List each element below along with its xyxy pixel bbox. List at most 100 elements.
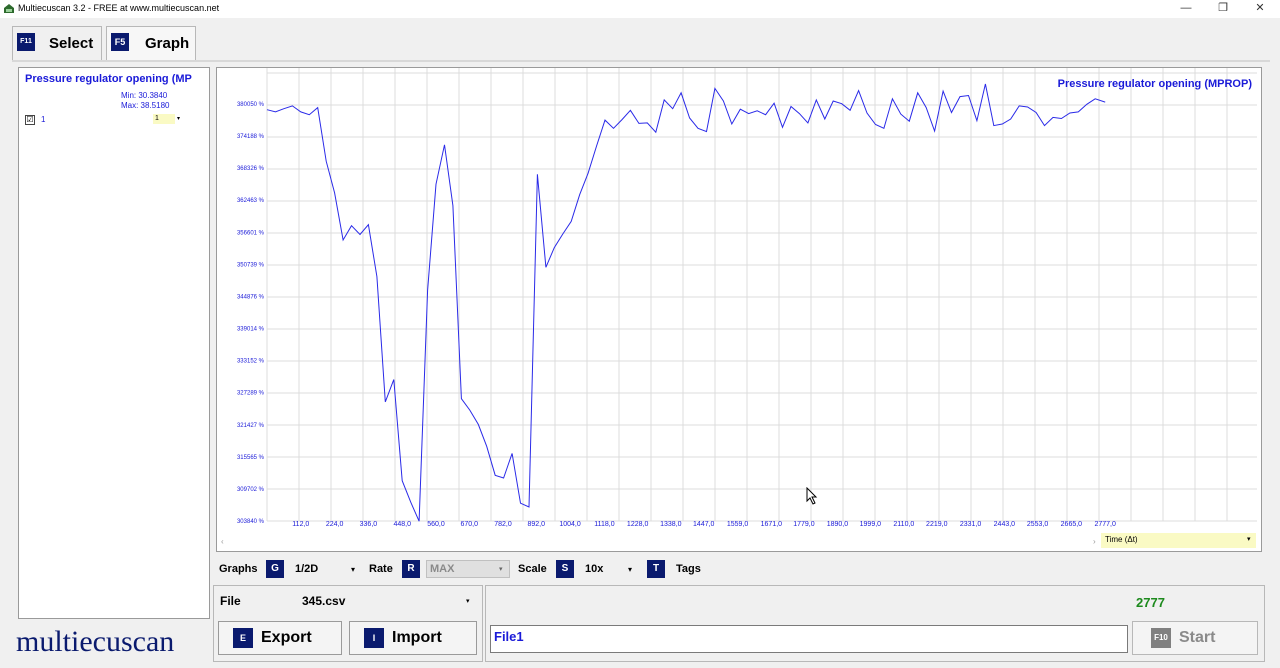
- tab-select[interactable]: F11 Select: [12, 26, 102, 61]
- chevron-down-icon: ▾: [499, 566, 503, 573]
- start-button[interactable]: F10 Start: [1132, 621, 1258, 655]
- x-axis-label: Time (Δt): [1105, 535, 1138, 544]
- chevron-down-icon: ▾: [177, 116, 181, 122]
- y-tick-label: 356601 %: [237, 230, 265, 236]
- tags-label[interactable]: Tags: [676, 563, 701, 575]
- parameter-checkbox[interactable]: ☑: [25, 115, 35, 125]
- file-panel: File 345.csv ▾ E Export I Import: [213, 585, 483, 662]
- x-tick-label: 448,0: [393, 521, 411, 528]
- series-line: [266, 83, 1106, 522]
- sample-count: 2777: [1136, 595, 1165, 610]
- tab-graph-label: Graph: [145, 35, 190, 52]
- x-tick-label: 2665,0: [1061, 521, 1083, 528]
- y-tick-label: 327289 %: [237, 391, 265, 397]
- x-tick-label: 1559,0: [727, 521, 749, 528]
- window-title: Multiecuscan 3.2 - FREE at www.multiecus…: [18, 3, 220, 13]
- line-chart: 380050 % 374188 % 368326 % 362463 % 356601 %…: [237, 68, 1257, 528]
- y-tick-label: 362463 %: [237, 198, 265, 204]
- x-tick-label: 560,0: [427, 521, 445, 528]
- y-tick-label: 380050 %: [237, 102, 265, 108]
- x-tick-label: 782,0: [494, 521, 512, 528]
- graphs-value[interactable]: 1/2D: [295, 563, 319, 575]
- graphs-key[interactable]: G: [266, 560, 284, 578]
- import-button[interactable]: I Import: [349, 621, 477, 655]
- x-tick-label: 2553,0: [1027, 521, 1049, 528]
- rate-select[interactable]: MAX ▾: [426, 560, 510, 578]
- scale-key[interactable]: S: [556, 560, 574, 578]
- y-tick-label: 344876 %: [237, 294, 265, 300]
- export-key: E: [233, 628, 253, 648]
- chevron-down-icon[interactable]: ▾: [351, 565, 356, 574]
- tab-select-key: F11: [17, 33, 35, 51]
- x-tick-label: 2219,0: [926, 521, 948, 528]
- x-tick-label: 2443,0: [994, 521, 1016, 528]
- x-axis-ticks: 112,0 224,0 336,0 448,0 560,0 670,0 782,0 892,0…: [292, 521, 1116, 528]
- start-label: Start: [1179, 629, 1216, 646]
- rate-key[interactable]: R: [402, 560, 420, 578]
- mouse-cursor-icon: [806, 487, 818, 505]
- y-tick-label: 350739 %: [237, 262, 265, 268]
- tab-content-border: [12, 60, 1270, 62]
- parameter-max: Max: 38.5180: [121, 101, 170, 110]
- x-tick-label: 2331,0: [960, 521, 982, 528]
- x-tick-label: 1118,0: [594, 521, 614, 528]
- multiecuscan-logo: multiecuscan: [16, 625, 175, 658]
- parameter-list-panel: Pressure regulator opening (MP Min: 30.3…: [18, 67, 210, 619]
- import-key: I: [364, 628, 384, 648]
- scroll-left-icon[interactable]: ‹: [221, 537, 224, 546]
- y-tick-label: 321427 %: [237, 423, 265, 429]
- export-button[interactable]: E Export: [218, 621, 342, 655]
- graph-panel: 380050 % 374188 % 368326 % 362463 % 356601 %…: [216, 67, 1262, 552]
- scale-label: Scale: [518, 563, 547, 575]
- chart-title: Pressure regulator opening (MPROP): [1058, 78, 1253, 90]
- x-tick-label: 892,0: [527, 521, 545, 528]
- import-label: Import: [392, 629, 442, 646]
- file-name-select[interactable]: 345.csv: [302, 594, 346, 608]
- rate-value: MAX: [430, 563, 455, 575]
- tab-select-label: Select: [49, 35, 94, 52]
- file-label: File: [220, 594, 241, 608]
- x-tick-label: 2110,0: [893, 521, 914, 528]
- x-tick-label: 224,0: [326, 521, 344, 528]
- x-tick-label: 1671,0: [761, 521, 783, 528]
- app-icon: [4, 4, 14, 13]
- x-tick-label: 112,0: [292, 521, 309, 528]
- x-tick-label: 1779,0: [793, 521, 815, 528]
- chevron-down-icon[interactable]: ▾: [628, 565, 633, 574]
- x-tick-label: 336,0: [360, 521, 378, 528]
- tags-key[interactable]: T: [647, 560, 665, 578]
- tab-graph-key: F5: [111, 33, 129, 51]
- graphs-label: Graphs: [219, 563, 258, 575]
- scale-value[interactable]: 10x: [585, 563, 604, 575]
- rate-label: Rate: [369, 563, 393, 575]
- scroll-right-icon[interactable]: ›: [1093, 537, 1096, 546]
- parameter-number: 1: [41, 115, 46, 124]
- y-tick-label: 339014 %: [237, 327, 265, 333]
- y-axis-ticks: 380050 % 374188 % 368326 % 362463 % 356601 %…: [237, 102, 265, 525]
- close-button[interactable]: ✕: [1255, 2, 1265, 14]
- y-tick-label: 374188 %: [237, 134, 265, 140]
- start-key: F10: [1151, 628, 1171, 648]
- parameter-select[interactable]: 1 ▾: [153, 114, 187, 124]
- restore-button[interactable]: ❐: [1218, 2, 1228, 14]
- parameter-select-value: 1: [153, 114, 175, 124]
- chevron-down-icon[interactable]: ▾: [466, 598, 470, 605]
- recording-panel: 2777 File1 F10 Start: [485, 585, 1265, 662]
- y-tick-label: 309702 %: [237, 487, 265, 493]
- tab-graph[interactable]: F5 Graph: [106, 26, 196, 61]
- minimize-button[interactable]: —: [1180, 2, 1192, 14]
- x-tick-label: 2777,0: [1094, 521, 1116, 528]
- file-name-input[interactable]: File1: [490, 625, 1128, 653]
- x-tick-label: 670,0: [460, 521, 478, 528]
- y-tick-label: 333152 %: [237, 359, 265, 365]
- y-tick-label: 315565 %: [237, 455, 265, 461]
- x-tick-label: 1228,0: [627, 521, 649, 528]
- parameter-min: Min: 30.3840: [121, 91, 168, 100]
- title-bar: Multiecuscan 3.2 - FREE at www.multiecus…: [0, 0, 1280, 18]
- time-axis-select[interactable]: Time (Δt) ▾: [1101, 533, 1256, 548]
- chevron-down-icon: ▾: [1247, 536, 1251, 543]
- export-label: Export: [261, 629, 312, 646]
- file-name-value: File1: [494, 629, 524, 644]
- x-tick-label: 1447,0: [693, 521, 715, 528]
- parameter-title: Pressure regulator opening (MP: [25, 73, 192, 85]
